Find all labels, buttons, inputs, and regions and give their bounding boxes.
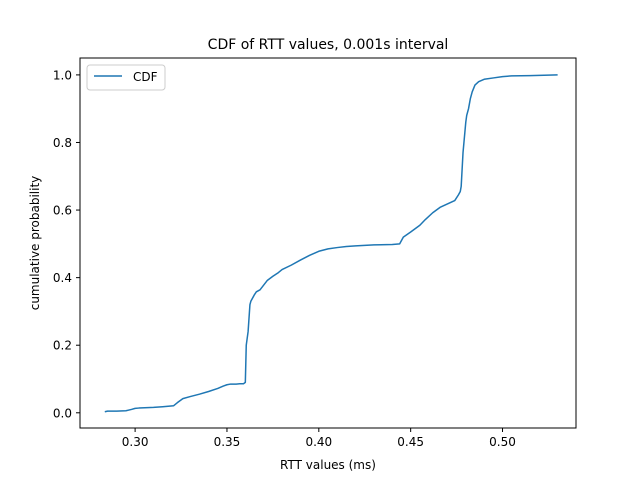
x-axis-label: RTT values (ms) <box>280 458 376 472</box>
chart-title: CDF of RTT values, 0.001s interval <box>208 37 449 53</box>
y-axis-label: cumulative probability <box>28 176 42 311</box>
y-tick-label: 0.2 <box>53 339 72 353</box>
y-tick-label: 0.6 <box>53 204 72 218</box>
y-tick-label: 1.0 <box>53 68 72 82</box>
x-tick-label: 0.50 <box>489 435 516 449</box>
x-tick-label: 0.40 <box>305 435 332 449</box>
series-line-cdf <box>104 74 558 413</box>
x-tick-label: 0.35 <box>214 435 241 449</box>
legend-box <box>86 64 166 91</box>
y-tick-label: 0.4 <box>53 271 72 285</box>
x-tick-label: 0.30 <box>122 435 149 449</box>
plot-frame <box>79 57 577 429</box>
legend: CDF <box>86 64 166 91</box>
y-tick-label: 0.0 <box>53 406 72 420</box>
x-tick-label: 0.45 <box>397 435 424 449</box>
legend-label-cdf: CDF <box>133 70 158 84</box>
plot-clip <box>104 74 558 413</box>
x-axis-ticks: 0.30 0.35 0.40 0.45 0.50 <box>122 428 516 449</box>
series-layer <box>104 74 558 413</box>
y-tick-label: 0.8 <box>53 136 72 150</box>
y-axis-ticks: 0.0 0.2 0.4 0.6 0.8 1.0 <box>53 68 80 420</box>
